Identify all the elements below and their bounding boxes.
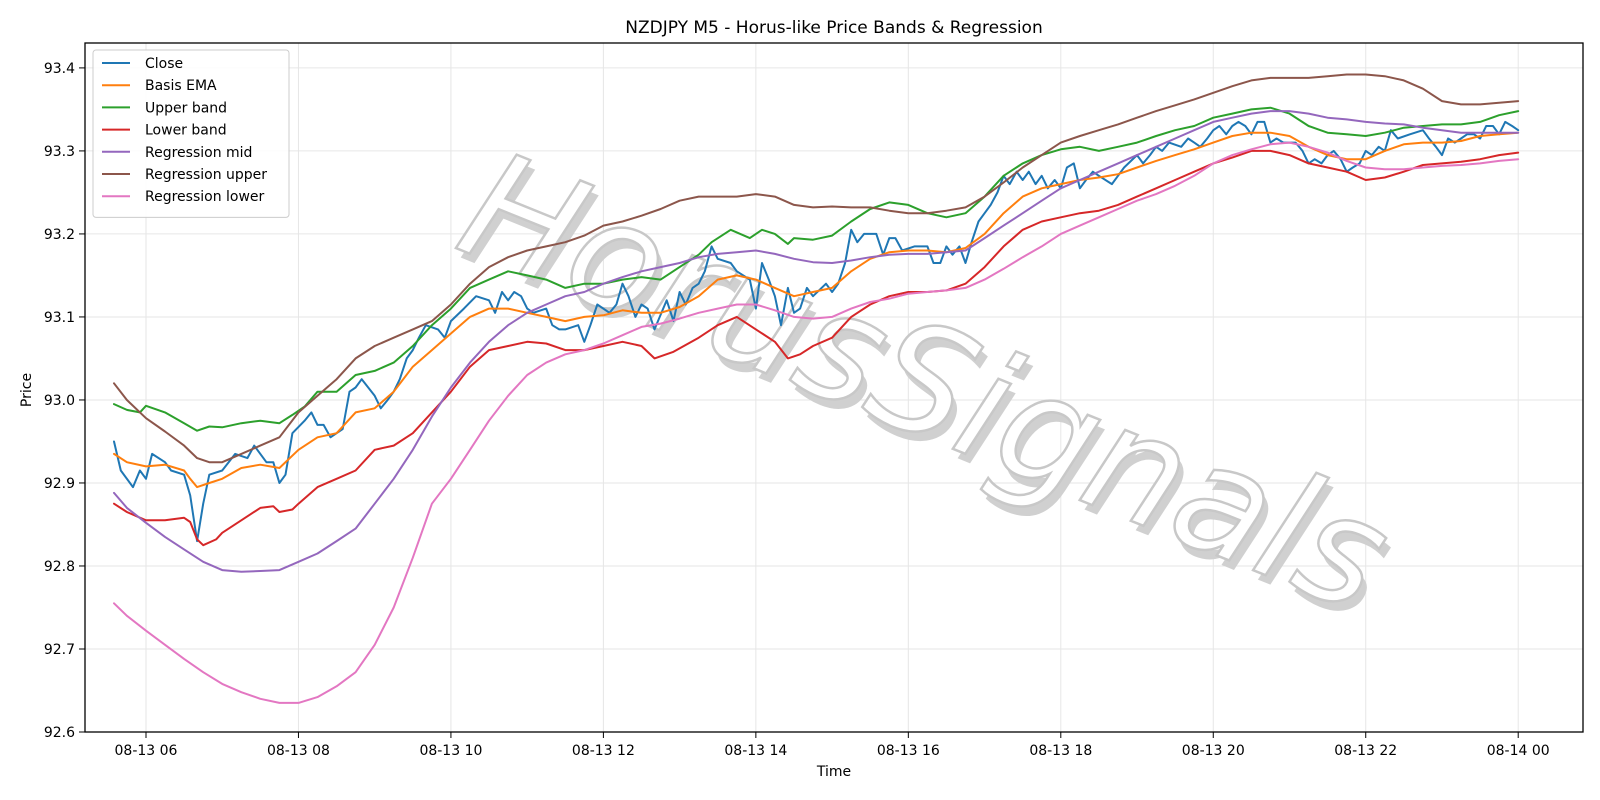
y-tick-label: 92.9 [44, 476, 75, 492]
plot-area-frame [84, 42, 1584, 733]
y-tick-label: 93.2 [44, 227, 75, 243]
x-tick-label: 08-13 08 [267, 743, 330, 759]
y-tick-label: 93.1 [44, 310, 75, 326]
series-line-regression-lower [113, 141, 1520, 704]
x-tick-label: 08-14 00 [1487, 743, 1550, 759]
x-tick-label: 08-13 14 [724, 743, 787, 759]
x-axis-ticks: 08-13 06 08-13 08 08-13 10 08-13 12 08-13 14… [115, 732, 1550, 759]
y-tick-label: 93.4 [44, 61, 75, 77]
y-tick-label: 93.3 [44, 144, 75, 160]
y-axis-label: Price [19, 373, 35, 407]
legend-label-regression-upper: Regression upper [145, 167, 267, 183]
x-tick-label: 08-13 06 [115, 743, 178, 759]
legend-label-upper-band: Upper band [145, 100, 227, 116]
y-tick-label: 93.0 [44, 393, 75, 409]
legend-label-regression-mid: Regression mid [145, 145, 252, 161]
legend-label-lower-band: Lower band [145, 123, 227, 139]
y-tick-label: 92.8 [44, 559, 75, 575]
chart-title: NZDJPY M5 - Horus-like Price Bands & Reg… [625, 18, 1042, 38]
series-line-regression-mid [113, 110, 1520, 573]
x-tick-label: 08-13 18 [1029, 743, 1092, 759]
legend: Close Basis EMA Upper band Lower band Regres… [92, 49, 290, 218]
legend-label-basis-ema: Basis EMA [145, 78, 217, 94]
series-line-regression-upper [113, 73, 1520, 464]
x-tick-label: 08-13 12 [572, 743, 635, 759]
series-line-basis-ema [113, 131, 1520, 489]
y-axis-ticks: 92.6 92.7 92.8 92.9 93.0 93.1 93.2 93.3 93.4 [44, 61, 85, 741]
y-tick-label: 92.7 [44, 642, 75, 658]
x-tick-label: 08-13 20 [1182, 743, 1245, 759]
legend-label-close: Close [145, 56, 183, 72]
x-tick-label: 08-13 16 [877, 743, 940, 759]
x-axis-label: Time [816, 764, 851, 780]
legend-label-regression-lower: Regression lower [145, 189, 265, 205]
x-tick-label: 08-13 10 [419, 743, 482, 759]
series-line-close [113, 120, 1520, 543]
series-line-lower-band [113, 149, 1520, 547]
y-tick-label: 92.6 [44, 725, 75, 741]
legend-box [92, 49, 290, 218]
series-lines [113, 73, 1520, 704]
x-tick-label: 08-13 22 [1334, 743, 1397, 759]
